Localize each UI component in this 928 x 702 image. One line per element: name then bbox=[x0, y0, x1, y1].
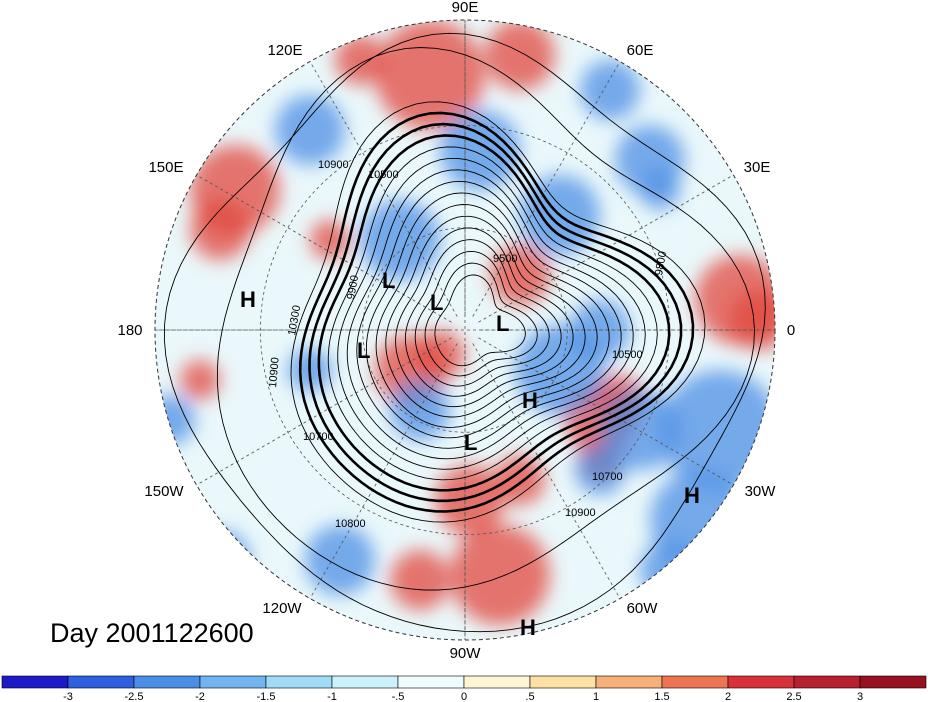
low-center: L bbox=[496, 311, 509, 336]
low-center: L bbox=[430, 290, 443, 315]
lon-label-150e: 150E bbox=[148, 159, 183, 176]
colorbar-segment bbox=[265, 675, 333, 689]
colorbar-segment bbox=[463, 675, 531, 689]
colorbar-tick-label: -3 bbox=[63, 691, 73, 702]
lon-label-120e: 120E bbox=[267, 42, 302, 59]
contour-label: 10900 bbox=[267, 357, 282, 389]
contour-label: 9800 bbox=[653, 250, 669, 276]
colorbar-tick-label: -.5 bbox=[392, 691, 405, 702]
low-center: L bbox=[464, 430, 477, 455]
colorbar-segment bbox=[529, 675, 597, 689]
colorbar-tick-label: 2.5 bbox=[786, 691, 801, 702]
high-center: H bbox=[240, 287, 256, 312]
colorbar-tick-label: 3 bbox=[857, 691, 863, 702]
colorbar-segment bbox=[67, 675, 135, 689]
colorbar-tick-label: .5 bbox=[525, 691, 534, 702]
lon-label-120w: 120W bbox=[262, 600, 302, 617]
high-center: H bbox=[522, 388, 538, 413]
low-center: L bbox=[382, 268, 395, 293]
colorbar-segment bbox=[661, 675, 729, 689]
map-boundary bbox=[154, 19, 776, 641]
colorbar-tick-label: 2 bbox=[725, 691, 731, 702]
high-center: H bbox=[520, 615, 536, 640]
lon-label-0: 0 bbox=[787, 322, 795, 339]
high-center: H bbox=[684, 483, 700, 508]
lon-label-180: 180 bbox=[117, 322, 142, 339]
colorbar-segment bbox=[727, 675, 795, 689]
lon-label-30e: 30E bbox=[744, 159, 771, 176]
low-center: L bbox=[357, 338, 370, 363]
lon-label-90e: 90E bbox=[452, 0, 479, 16]
contour-labels: 10900 10500 9500 9900 10300 10900 10700 … bbox=[267, 159, 669, 530]
contour-label: 10700 bbox=[303, 431, 334, 443]
pressure-centers: H L L L L H L H H bbox=[240, 268, 700, 640]
colorbar-tick-label: -2 bbox=[195, 691, 205, 702]
colorbar-segment bbox=[133, 675, 201, 689]
colorbar-segment bbox=[199, 675, 267, 689]
colorbar-segment bbox=[1, 675, 69, 689]
colorbar-segment bbox=[397, 675, 465, 689]
lon-label-90w: 90W bbox=[450, 645, 482, 662]
colorbar-tick-label: -2.5 bbox=[125, 691, 144, 702]
colorbar-tick-label: 1.5 bbox=[654, 691, 669, 702]
height-contours bbox=[163, 32, 766, 633]
colorbar-tick-label: 1 bbox=[593, 691, 599, 702]
lon-label-30w: 30W bbox=[745, 483, 777, 500]
colorbar: -3 -2.5 -2 -1.5 -1 -.5 0 .5 1 1.5 2 2.5 3 bbox=[1, 675, 927, 702]
colorbar-segment bbox=[859, 675, 927, 689]
contour-label: 10300 bbox=[286, 304, 303, 336]
lon-label-60e: 60E bbox=[627, 42, 654, 59]
contour-label: 10900 bbox=[318, 159, 349, 171]
lon-label-150w: 150W bbox=[144, 483, 184, 500]
colorbar-segment bbox=[331, 675, 399, 689]
contour-label: 9900 bbox=[345, 274, 361, 300]
contour-label: 10800 bbox=[335, 518, 366, 530]
contour-label: 10700 bbox=[592, 471, 623, 483]
colorbar-segment bbox=[793, 675, 861, 689]
longitude-labels: 90E 60E 30E 0 30W 60W 90W 120W 150W 180 … bbox=[117, 0, 795, 662]
lon-label-60w: 60W bbox=[627, 600, 659, 617]
contour-label: 10900 bbox=[565, 507, 596, 519]
colorbar-segment bbox=[595, 675, 663, 689]
contour-label: 10500 bbox=[368, 169, 399, 181]
colorbar-tick-label: -1 bbox=[327, 691, 337, 702]
contour-label: 10500 bbox=[612, 349, 643, 361]
colorbar-tick-label: -1.5 bbox=[257, 691, 276, 702]
contour-label: 9500 bbox=[493, 253, 517, 265]
map-title: Day 2001122600 bbox=[50, 618, 254, 648]
colorbar-tick-label: 0 bbox=[461, 691, 467, 702]
